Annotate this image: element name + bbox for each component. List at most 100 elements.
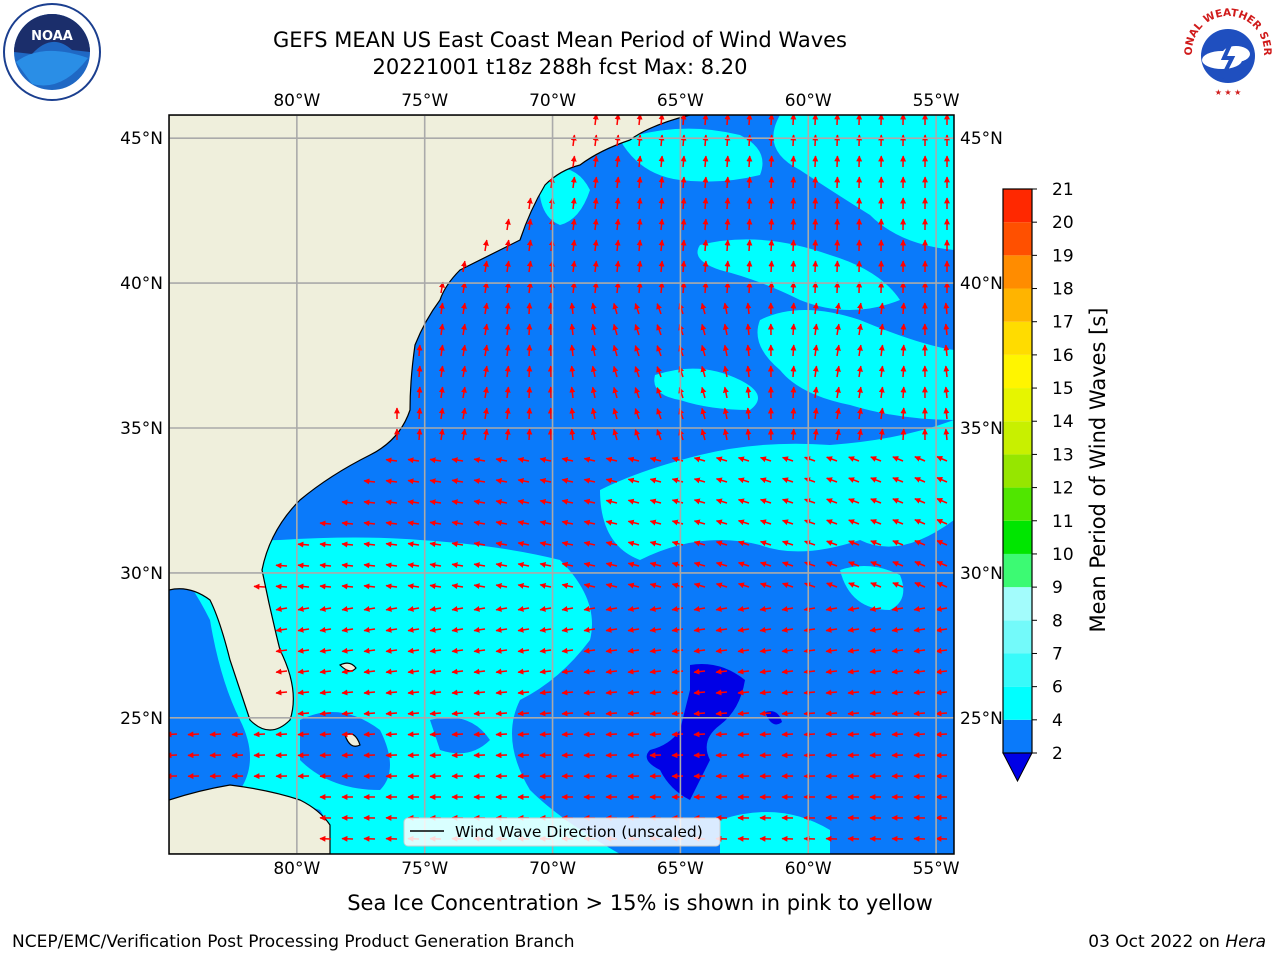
wave-arrow (803, 668, 816, 675)
wave-arrow (438, 344, 445, 357)
wave-arrow (363, 520, 376, 527)
wave-arrow (856, 365, 863, 378)
wave-arrow (782, 498, 794, 505)
wave-arrow (570, 176, 577, 189)
wave-arrow (649, 731, 662, 738)
sea-ice-note: Sea Ice Concentration > 15% is shown in … (347, 891, 933, 915)
chart-subtitle: 20221001 t18z 288h fcst Max: 8.20 (372, 55, 748, 79)
lon-label-top: 55°W (913, 91, 960, 111)
wave-arrow (812, 323, 819, 336)
wave-arrow (627, 477, 640, 484)
lon-label-top: 70°W (529, 91, 576, 111)
wave-arrow (275, 647, 288, 654)
lon-tick-labels-bottom: 80°W 75°W 70°W 65°W 60°W 55°W (273, 859, 959, 879)
wave-arrow (363, 499, 376, 506)
wave-arrow (680, 197, 687, 210)
map-field (169, 115, 954, 854)
colorbar-segment (1003, 587, 1032, 621)
wave-arrow (781, 731, 794, 738)
wave-arrow (847, 626, 860, 633)
wave-arrow (826, 540, 838, 546)
wave-arrow (658, 197, 665, 210)
wave-arrow (834, 344, 841, 357)
wave-arrow (826, 477, 838, 483)
wave-arrow (539, 498, 552, 505)
wave-arrow (870, 540, 882, 546)
wave-arrow (495, 583, 508, 589)
wave-arrow (892, 561, 904, 567)
wave-arrow (768, 176, 775, 189)
wave-arrow (943, 365, 950, 378)
wave-arrow (504, 428, 511, 441)
wave-arrow (605, 710, 618, 717)
wave-arrow (407, 605, 420, 612)
wave-arrow (363, 647, 376, 654)
wave-arrow (782, 519, 794, 526)
wave-arrow (451, 520, 464, 527)
wave-arrow (790, 155, 797, 168)
wave-arrow (914, 582, 926, 588)
wave-arrow (612, 407, 619, 420)
wave-arrow (612, 344, 619, 357)
svg-text:NOAA: NOAA (31, 29, 73, 44)
wave-arrow (715, 456, 728, 463)
wave-arrow (914, 456, 926, 462)
wave-arrow (746, 155, 753, 168)
wave-arrow (790, 344, 797, 357)
wave-arrow (569, 323, 576, 336)
arrow-legend: Wind Wave Direction (unscaled) (403, 817, 721, 847)
credit-line: NCEP/EMC/Verification Post Processing Pr… (12, 932, 575, 952)
colorbar-tick-label: 2 (1052, 744, 1063, 764)
wave-arrow (561, 477, 574, 484)
wave-arrow (715, 605, 728, 612)
wave-arrow (812, 365, 819, 378)
wave-arrow (473, 562, 486, 569)
colorbar-tick-label: 20 (1052, 213, 1074, 233)
wave-arrow (826, 498, 838, 504)
wave-arrow (790, 302, 797, 315)
wave-arrow (539, 647, 552, 654)
wave-arrow (583, 605, 596, 612)
wave-arrow (341, 731, 354, 738)
wave-arrow (612, 323, 619, 336)
wave-arrow (473, 668, 486, 675)
wave-arrow (737, 647, 750, 654)
wave-arrow (826, 456, 838, 462)
wave-arrow (612, 428, 619, 441)
wave-arrow (526, 365, 533, 378)
colorbar-tick-label: 11 (1052, 512, 1074, 532)
wave-arrow (782, 456, 794, 463)
wave-arrow (891, 668, 904, 675)
wave-arrow (561, 668, 574, 675)
wave-arrow (680, 176, 687, 189)
wave-arrow (759, 519, 772, 526)
wave-arrow (341, 499, 354, 506)
wave-arrow (745, 302, 752, 315)
wave-arrow (627, 561, 640, 568)
wave-arrow (363, 478, 376, 485)
wave-arrow (583, 582, 596, 589)
wave-arrow (592, 155, 599, 168)
wave-arrow (812, 302, 819, 315)
wave-arrow (517, 582, 530, 589)
wave-arrow (385, 731, 398, 738)
wave-arrow (517, 668, 530, 675)
wave-arrow (429, 689, 442, 696)
wave-arrow (847, 605, 860, 612)
wave-arrow (569, 344, 576, 357)
wave-arrow (724, 155, 731, 168)
wave-arrow (649, 477, 662, 484)
wave-arrow (715, 540, 728, 547)
wave-arrow (737, 626, 750, 633)
wave-arrow (700, 323, 707, 336)
wave-arrow (737, 605, 750, 612)
wave-arrow (561, 626, 574, 633)
wave-arrow (517, 498, 530, 505)
wave-arrow (319, 583, 332, 590)
wave-arrow (715, 498, 728, 505)
wave-arrow (473, 583, 486, 590)
wave-arrow (900, 323, 907, 336)
wave-arrow (561, 540, 574, 547)
wave-arrow (900, 407, 907, 420)
wave-arrow (385, 583, 398, 590)
